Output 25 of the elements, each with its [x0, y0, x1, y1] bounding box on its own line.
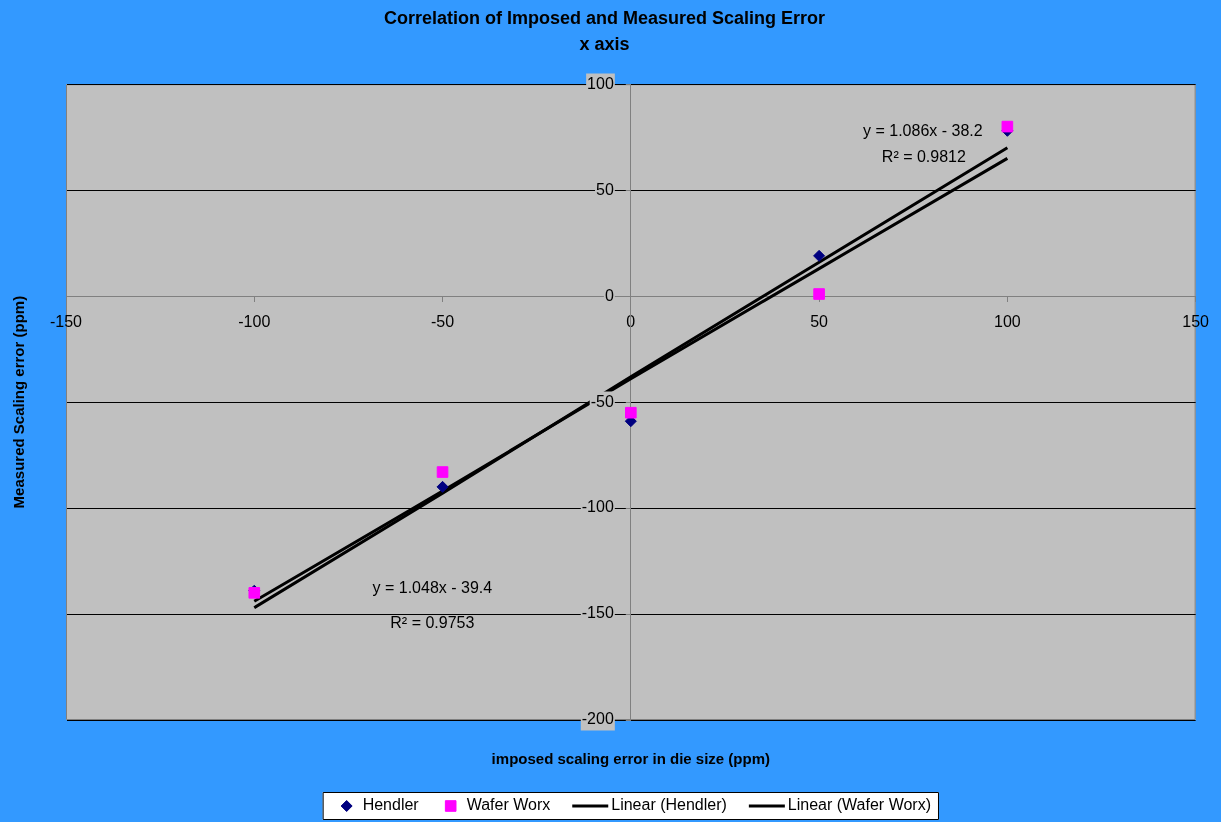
x-tick-label: -150	[49, 313, 83, 331]
x-tick-label: 50	[810, 313, 829, 331]
x-tick-label: -100	[238, 313, 271, 331]
y-tick-label: -100	[581, 498, 614, 516]
legend-label: Linear (Hendler)	[611, 796, 727, 814]
legend-label: Wafer Worx	[466, 796, 551, 814]
y-tick-label: -50	[590, 392, 614, 410]
y-tick-label: -200	[581, 710, 614, 728]
legend-label: Hendler	[362, 796, 420, 814]
y-tick-label: 100	[587, 74, 614, 92]
annotation: y = 1.048x - 39.4	[372, 579, 493, 597]
chart-title: Correlation of Imposed and Measured Scaling Error	[383, 7, 826, 28]
y-tick-label: -150	[581, 604, 614, 622]
x-tick-label: 150	[1182, 313, 1210, 331]
annotation: R² = 0.9753	[390, 614, 475, 632]
y-axis-title: Measured Scaling error (ppm)	[10, 295, 28, 509]
x-axis-title: imposed scaling error in die size (ppm)	[491, 750, 771, 768]
annotation: y = 1.086x - 38.2	[863, 122, 983, 140]
legend-label: Linear (Wafer Worx)	[787, 796, 931, 814]
x-tick-label: -50	[430, 313, 455, 331]
chart-subtitle: x axis	[579, 34, 630, 55]
x-tick-label: 100	[994, 313, 1021, 331]
y-tick-label: 0	[604, 286, 614, 304]
y-tick-label: 50	[596, 180, 614, 198]
annotation: R² = 0.9812	[881, 147, 966, 165]
